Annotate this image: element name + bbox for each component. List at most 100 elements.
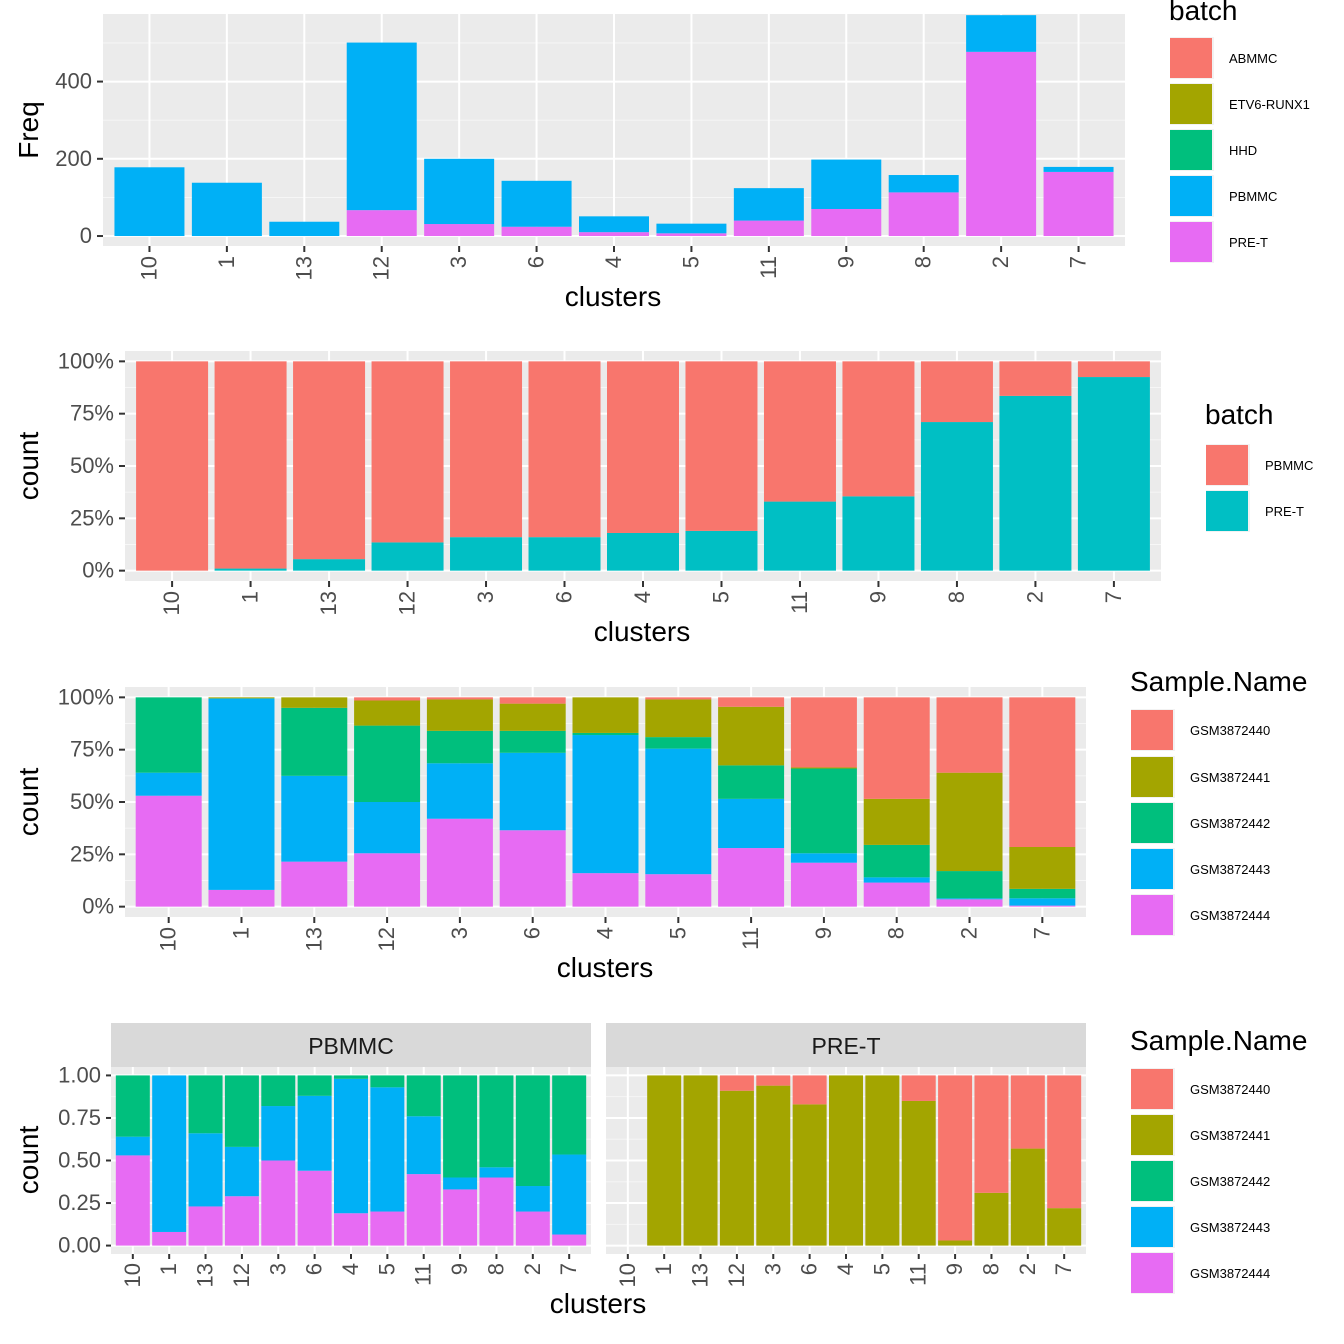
- y-tick-label: 100%: [58, 348, 114, 373]
- bar-segment: [811, 159, 882, 209]
- legend: batch PBMMC PRE-T: [1205, 399, 1313, 532]
- x-tick-label: 10: [615, 1263, 640, 1287]
- bar-segment: [334, 1075, 368, 1079]
- bar-segment: [829, 1075, 863, 1246]
- y-axis-title: count: [13, 768, 44, 837]
- bar-segment: [281, 775, 348, 862]
- bar-segment: [579, 232, 649, 237]
- bar-segment: [718, 706, 785, 766]
- bar-segment: [261, 1075, 296, 1107]
- bar-segment: [426, 763, 493, 819]
- legend-label: PBMMC: [1229, 189, 1277, 204]
- x-tick-label: 7: [1066, 256, 1091, 268]
- bar-segment: [188, 1133, 223, 1207]
- bar-segment: [792, 1104, 827, 1246]
- bar-segment: [214, 361, 287, 569]
- y-tick-label: 0%: [82, 558, 114, 583]
- bar-segment: [479, 1177, 514, 1246]
- legend-label: ETV6-RUNX1: [1229, 97, 1310, 112]
- bar-segment: [114, 167, 185, 237]
- bar-segment: [115, 1075, 150, 1137]
- y-tick-label: 200: [55, 146, 92, 171]
- x-tick-label: 1: [156, 1263, 181, 1275]
- bar-segment: [354, 697, 421, 701]
- bar-segment: [552, 1075, 587, 1155]
- legend-title: batch: [1205, 399, 1274, 430]
- bar-segment: [607, 532, 679, 571]
- bar-segment: [790, 767, 857, 769]
- y-axis-title: count: [13, 1126, 44, 1195]
- bar-segment: [499, 730, 566, 753]
- bar-segment: [334, 1213, 368, 1246]
- y-tick-label: 0.75: [58, 1105, 101, 1130]
- x-tick-label: 9: [811, 927, 836, 939]
- x-tick-label: 1: [238, 591, 263, 603]
- bar-segment: [936, 898, 1003, 900]
- x-tick-label: 6: [797, 1263, 822, 1275]
- x-tick-label: 2: [1015, 1263, 1040, 1275]
- bar-segment: [863, 798, 930, 845]
- x-tick-label: 11: [756, 256, 781, 279]
- bar-segment: [863, 882, 930, 907]
- x-tick-label: 5: [869, 1263, 894, 1275]
- legend-key: [1131, 803, 1173, 843]
- y-tick-label: 0: [80, 223, 92, 248]
- y-tick-label: 100%: [58, 684, 114, 709]
- bar-segment: [208, 698, 275, 890]
- x-tick-label: 12: [395, 591, 420, 615]
- x-tick-label: 10: [120, 1263, 145, 1287]
- plot-panel: 0% 25% 50% 75% 100% 10 1 13 12 3 6 4 5 11 9 8 2 7: [58, 684, 1086, 951]
- facet-strip: [111, 1023, 591, 1067]
- bar-segment: [1043, 166, 1114, 172]
- legend-label: GSM3872442: [1190, 816, 1270, 831]
- bar-segment: [208, 889, 275, 907]
- bar-segment: [450, 361, 523, 538]
- bar-segment: [756, 1075, 791, 1086]
- bar-segment: [656, 233, 727, 237]
- bar-segment: [936, 697, 1003, 773]
- plot-panel: 0 200 400 10 1 13 12 3 6 4 5 11 9 8 2 7: [55, 14, 1125, 280]
- x-tick-label: 2: [957, 927, 982, 939]
- x-tick-label: 7: [1101, 591, 1126, 603]
- bar-segment: [115, 1155, 150, 1246]
- bar-segment: [966, 15, 1037, 52]
- bar-segment: [269, 221, 340, 237]
- x-tick-label: 11: [411, 1263, 436, 1286]
- x-tick-label: 5: [708, 591, 733, 603]
- legend-key: [1170, 38, 1212, 78]
- legend-label: GSM3872442: [1190, 1174, 1270, 1189]
- bar-segment: [354, 700, 421, 726]
- bar-segment: [443, 1075, 478, 1178]
- bar-segment: [1009, 898, 1076, 906]
- bar-segment: [719, 1090, 754, 1246]
- bar-segment: [135, 795, 202, 907]
- legend-title: batch: [1169, 0, 1238, 26]
- x-tick-label: 6: [302, 1263, 327, 1275]
- bar-segment: [450, 537, 523, 571]
- x-tick-label: 3: [265, 1263, 290, 1275]
- bar-segment: [645, 874, 712, 907]
- legend-key: [1170, 222, 1212, 262]
- legend-label: GSM3872440: [1190, 723, 1270, 738]
- bar-segment: [297, 1075, 332, 1096]
- bar-segment: [1047, 1208, 1082, 1246]
- bar-segment: [1010, 1075, 1045, 1149]
- x-tick-label: 13: [316, 591, 341, 615]
- bar-segment: [293, 361, 366, 560]
- x-tick-label: 3: [760, 1263, 785, 1275]
- bar-segment: [863, 877, 930, 883]
- x-tick-label: 7: [556, 1263, 581, 1275]
- bar-segment: [920, 361, 993, 423]
- x-tick-label: 8: [483, 1263, 508, 1275]
- bar-segment: [424, 158, 495, 225]
- bar-segment: [515, 1075, 550, 1187]
- bar-segment: [974, 1192, 1009, 1246]
- bar-segment: [718, 765, 785, 799]
- bar-segment: [208, 697, 275, 699]
- x-tick-label: 6: [520, 927, 545, 939]
- bar-segment: [999, 395, 1072, 571]
- x-tick-label: 12: [374, 927, 399, 951]
- bar-segment: [645, 748, 712, 875]
- x-tick-label: 9: [942, 1263, 967, 1275]
